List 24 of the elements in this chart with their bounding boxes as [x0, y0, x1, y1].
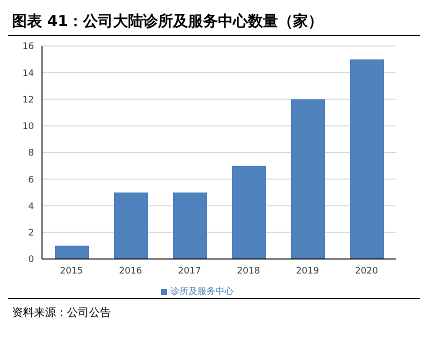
x-tick-label: 2019: [296, 266, 320, 276]
y-tick-label: 16: [22, 42, 34, 52]
legend-label: 诊所及服务中心: [170, 287, 234, 297]
y-tick-label: 2: [28, 228, 34, 239]
bar: [232, 166, 266, 259]
x-tick-label: 2015: [60, 266, 83, 276]
y-tick-label: 4: [28, 202, 34, 212]
y-tick-label: 12: [22, 95, 34, 106]
y-tick-label: 10: [22, 122, 34, 132]
x-tick-label: 2020: [355, 266, 378, 276]
bar: [114, 192, 148, 259]
y-tick-label: 0: [28, 255, 34, 266]
y-tick-label: 14: [22, 68, 34, 79]
bar: [350, 59, 384, 259]
bar: [55, 246, 89, 259]
x-tick-label: 2016: [119, 266, 142, 276]
text: 资料来源：公司公告: [12, 305, 112, 320]
bar: [173, 192, 207, 259]
x-tick-label: 2018: [237, 266, 260, 276]
x-tick-label: 2017: [178, 266, 201, 276]
y-tick-label: 8: [28, 148, 34, 159]
bar: [291, 99, 325, 259]
chart-title: 图表 41：公司大陆诊所及服务中心数量（家）: [8, 8, 420, 36]
y-tick-label: 6: [28, 175, 34, 186]
